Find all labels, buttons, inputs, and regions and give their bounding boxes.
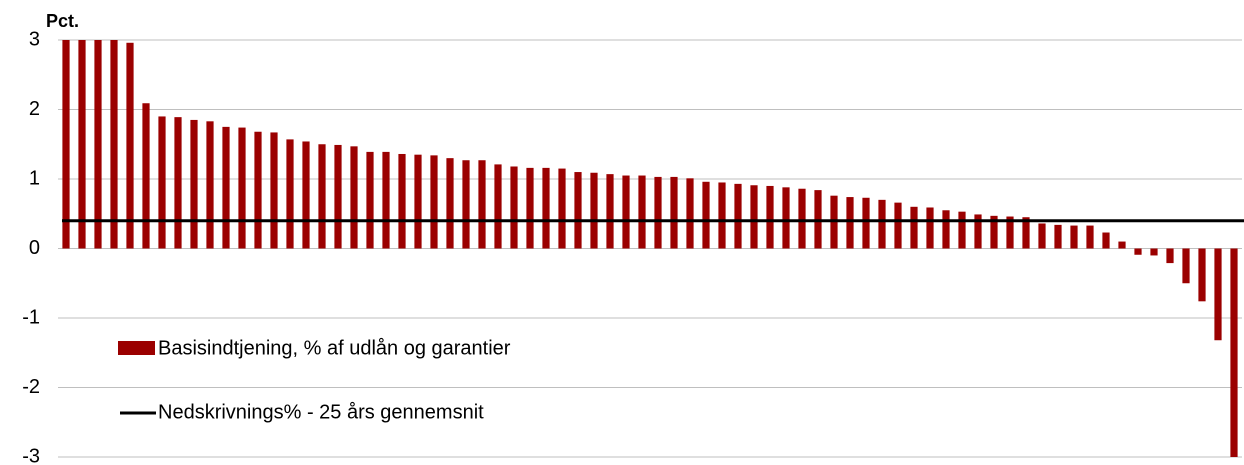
bar: [654, 176, 662, 249]
bar: [1070, 225, 1078, 249]
bar: [382, 151, 390, 249]
bar: [286, 139, 294, 249]
legend-swatch: [118, 341, 155, 355]
bar: [270, 132, 278, 249]
y-tick-label: -2: [22, 376, 40, 398]
y-tick-label: 3: [29, 28, 40, 50]
bar: [526, 167, 534, 249]
bar: [334, 144, 342, 249]
bar: [1230, 248, 1238, 457]
bar: [638, 175, 646, 249]
bar: [750, 185, 758, 249]
bar: [1198, 248, 1206, 302]
bar: [542, 167, 550, 249]
bar: [414, 154, 422, 249]
bar: [1134, 248, 1142, 255]
bar: [734, 183, 742, 249]
bar: [238, 127, 246, 249]
bar: [446, 158, 454, 249]
bar: [878, 199, 886, 249]
y-tick-label: 1: [29, 167, 40, 189]
bar: [190, 119, 198, 249]
legend-label: Basisindtjening, % af udlån og garantier: [158, 337, 511, 359]
bar: [110, 40, 118, 249]
bar: [350, 146, 358, 249]
bar: [462, 160, 470, 249]
bar: [798, 188, 806, 249]
bar: [1006, 216, 1014, 249]
bar: [846, 197, 854, 249]
bar: [782, 187, 790, 249]
bar: [510, 166, 518, 249]
bar: [942, 210, 950, 249]
bar: [1118, 241, 1126, 249]
bar: [958, 211, 966, 249]
chart-title: Pct.: [46, 11, 79, 31]
bar: [1086, 225, 1094, 249]
bar: [1182, 248, 1190, 284]
bar: [926, 207, 934, 249]
bar: [686, 178, 694, 249]
bar: [1102, 232, 1110, 249]
bar: [670, 176, 678, 249]
bar: [398, 153, 406, 249]
bar: [862, 197, 870, 249]
bar: [494, 164, 502, 249]
bar: [366, 151, 374, 249]
bar: [62, 40, 70, 249]
bar: [558, 168, 566, 249]
legend-label: Nedskrivnings% - 25 års gennemsnit: [158, 401, 484, 423]
bar: [606, 174, 614, 249]
bar: [766, 185, 774, 249]
bar: [622, 175, 630, 249]
y-tick-label: 0: [29, 237, 40, 259]
bar: [206, 121, 214, 249]
bar: [158, 116, 166, 249]
y-tick-label: -1: [22, 306, 40, 328]
bar: [478, 160, 486, 249]
bar: [1022, 217, 1030, 249]
bar: [1214, 248, 1222, 341]
bar: [590, 172, 598, 249]
bar: [94, 40, 102, 249]
bar: [78, 40, 86, 249]
bar: [990, 215, 998, 249]
bar: [974, 214, 982, 249]
bar: [910, 206, 918, 249]
bar: [142, 103, 150, 249]
bar: [254, 131, 262, 249]
bar: [1166, 248, 1174, 264]
y-tick-label: 2: [29, 98, 40, 120]
bar: [174, 117, 182, 249]
bar: [718, 182, 726, 249]
y-tick-label: -3: [22, 445, 40, 465]
bar: [126, 42, 134, 249]
bar: [430, 155, 438, 249]
bar: [318, 144, 326, 249]
bar: [574, 172, 582, 249]
bar: [222, 126, 230, 249]
bar: [1054, 224, 1062, 249]
bar: [1150, 248, 1158, 256]
bar: [894, 202, 902, 249]
bar: [302, 141, 310, 249]
bar: [1038, 223, 1046, 249]
bar: [702, 181, 710, 249]
